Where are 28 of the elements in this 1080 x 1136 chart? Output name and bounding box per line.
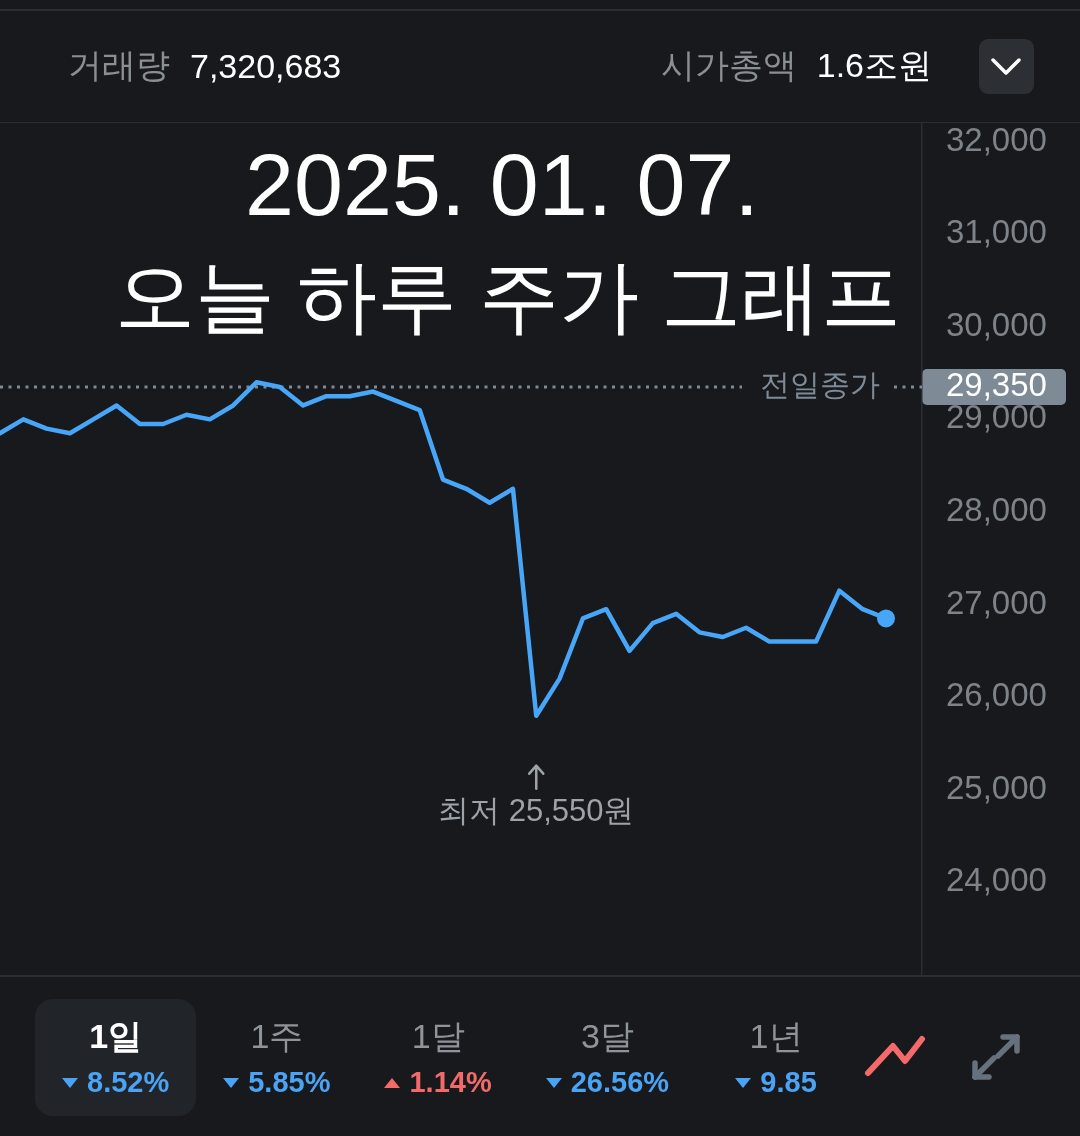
text: 7,320,683 — [190, 46, 342, 86]
y-tick-label: 28,000 — [946, 491, 1047, 529]
data-label: 26.56% — [570, 1066, 670, 1099]
category-label: 1달 — [411, 1015, 465, 1056]
y-tick-label: 26,000 — [946, 676, 1047, 714]
text: 오늘 하루 주가 그래프 — [114, 252, 902, 341]
category-label: 1일 — [89, 1015, 143, 1056]
category-label: 1주 — [250, 1015, 304, 1056]
data-label: 9.85 — [760, 1066, 817, 1099]
data-label: 8.52% — [87, 1066, 170, 1099]
category-label: 3달 — [580, 1015, 634, 1056]
y-tick-label: 32,000 — [946, 120, 1047, 158]
selected-tab: 1일 8.52% — [35, 999, 197, 1116]
y-tick-label: 24,000 — [946, 861, 1047, 899]
ref-line-label: 전일종가 — [760, 368, 880, 402]
y-tick-label: 29,350 — [946, 366, 1047, 404]
y-tick-label: 27,000 — [946, 583, 1047, 621]
y-tick-label: 31,000 — [946, 213, 1047, 251]
data-label: 1.14% — [409, 1066, 492, 1099]
text: 1.6조원 — [816, 45, 932, 86]
y-tick-label: 25,000 — [946, 768, 1047, 806]
text: 거래량 — [68, 45, 170, 86]
annotation: 최저 25,550원 — [438, 793, 635, 829]
y-tick-label: 30,000 — [946, 305, 1047, 343]
category-label: 1년 — [749, 1015, 803, 1056]
data-label: 5.85% — [248, 1066, 331, 1099]
chart-title: 2025. 01. 07. — [245, 135, 759, 234]
text: 시가총액 — [660, 45, 797, 86]
